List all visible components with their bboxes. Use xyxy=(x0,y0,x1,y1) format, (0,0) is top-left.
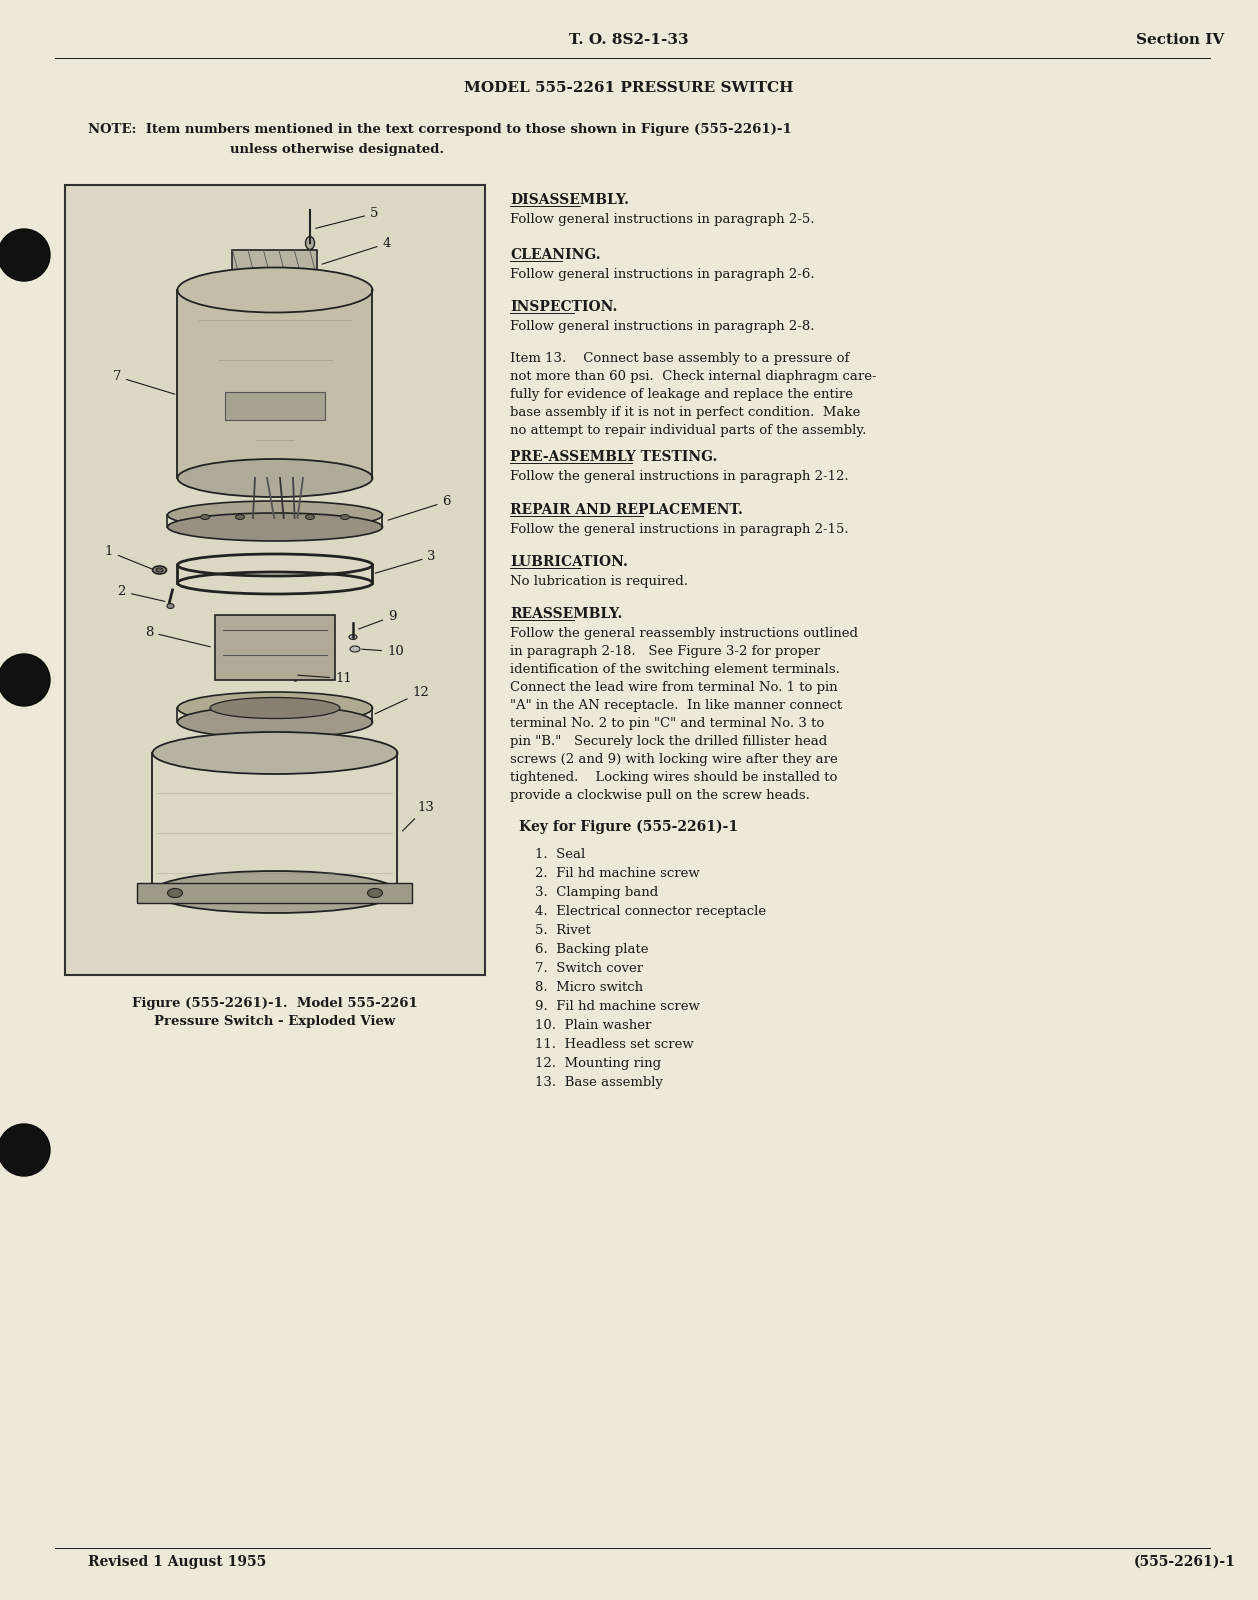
Text: Figure (555-2261)-1.  Model 555-2261: Figure (555-2261)-1. Model 555-2261 xyxy=(132,997,418,1010)
Text: REPAIR AND REPLACEMENT.: REPAIR AND REPLACEMENT. xyxy=(509,502,743,517)
Text: provide a clockwise pull on the screw heads.: provide a clockwise pull on the screw he… xyxy=(509,789,810,802)
Text: Revised 1 August 1955: Revised 1 August 1955 xyxy=(88,1555,267,1570)
Text: tightened.    Locking wires should be installed to: tightened. Locking wires should be insta… xyxy=(509,771,838,784)
Ellipse shape xyxy=(235,515,244,520)
Text: Follow general instructions in paragraph 2-5.: Follow general instructions in paragraph… xyxy=(509,213,814,226)
Text: 8: 8 xyxy=(145,626,210,646)
Text: 4.  Electrical connector receptacle: 4. Electrical connector receptacle xyxy=(535,906,766,918)
Text: 3: 3 xyxy=(375,550,437,573)
Circle shape xyxy=(0,654,50,706)
Text: 5: 5 xyxy=(316,206,379,229)
Ellipse shape xyxy=(177,267,372,312)
Text: unless otherwise designated.: unless otherwise designated. xyxy=(230,144,444,157)
Ellipse shape xyxy=(341,515,350,520)
Text: 6.  Backing plate: 6. Backing plate xyxy=(535,942,649,955)
Ellipse shape xyxy=(177,691,372,723)
Ellipse shape xyxy=(177,459,372,498)
Text: 9: 9 xyxy=(359,610,396,629)
Ellipse shape xyxy=(167,603,174,608)
Text: 6: 6 xyxy=(389,494,452,520)
Circle shape xyxy=(0,229,50,282)
Text: 12.  Mounting ring: 12. Mounting ring xyxy=(535,1058,662,1070)
Text: 5.  Rivet: 5. Rivet xyxy=(535,925,591,938)
Text: 10: 10 xyxy=(362,645,404,658)
Ellipse shape xyxy=(156,568,164,573)
Text: Connect the lead wire from terminal No. 1 to pin: Connect the lead wire from terminal No. … xyxy=(509,682,838,694)
Bar xyxy=(65,186,486,974)
Text: 3.  Clamping band: 3. Clamping band xyxy=(535,886,658,899)
Ellipse shape xyxy=(152,733,398,774)
Ellipse shape xyxy=(306,515,314,520)
Text: 1.  Seal: 1. Seal xyxy=(535,848,585,861)
Text: not more than 60 psi.  Check internal diaphragm care-: not more than 60 psi. Check internal dia… xyxy=(509,370,877,382)
Text: No lubrication is required.: No lubrication is required. xyxy=(509,574,688,587)
Ellipse shape xyxy=(152,870,398,914)
Ellipse shape xyxy=(348,635,357,640)
Text: base assembly if it is not in perfect condition.  Make: base assembly if it is not in perfect co… xyxy=(509,406,860,419)
Bar xyxy=(137,883,413,902)
Text: 13.  Base assembly: 13. Base assembly xyxy=(535,1075,663,1090)
Text: PRE-ASSEMBLY TESTING.: PRE-ASSEMBLY TESTING. xyxy=(509,450,717,464)
Text: 11: 11 xyxy=(298,672,352,685)
Text: Section IV: Section IV xyxy=(1136,34,1224,46)
Text: 12: 12 xyxy=(375,686,429,714)
Text: Follow general instructions in paragraph 2-6.: Follow general instructions in paragraph… xyxy=(509,267,815,282)
Ellipse shape xyxy=(167,888,182,898)
Ellipse shape xyxy=(152,566,166,574)
Ellipse shape xyxy=(210,698,340,718)
Text: no attempt to repair individual parts of the assembly.: no attempt to repair individual parts of… xyxy=(509,424,867,437)
Text: terminal No. 2 to pin "C" and terminal No. 3 to: terminal No. 2 to pin "C" and terminal N… xyxy=(509,717,824,730)
Text: 8.  Micro switch: 8. Micro switch xyxy=(535,981,643,994)
Text: (555-2261)-1: (555-2261)-1 xyxy=(1133,1555,1235,1570)
Bar xyxy=(233,250,317,280)
Bar xyxy=(215,614,335,680)
Text: 2.  Fil hd machine screw: 2. Fil hd machine screw xyxy=(535,867,699,880)
Bar xyxy=(177,290,372,478)
Text: 11.  Headless set screw: 11. Headless set screw xyxy=(535,1038,693,1051)
Text: Follow the general reassembly instructions outlined: Follow the general reassembly instructio… xyxy=(509,627,858,640)
Ellipse shape xyxy=(306,237,314,250)
Text: Key for Figure (555-2261)-1: Key for Figure (555-2261)-1 xyxy=(520,819,738,834)
Text: CLEANING.: CLEANING. xyxy=(509,248,600,262)
Text: 7.  Switch cover: 7. Switch cover xyxy=(535,962,643,974)
Text: 9.  Fil hd machine screw: 9. Fil hd machine screw xyxy=(535,1000,699,1013)
Ellipse shape xyxy=(167,501,382,530)
Text: "A" in the AN receptacle.  In like manner connect: "A" in the AN receptacle. In like manner… xyxy=(509,699,842,712)
Text: identification of the switching element terminals.: identification of the switching element … xyxy=(509,662,840,675)
Text: REASSEMBLY.: REASSEMBLY. xyxy=(509,606,623,621)
Text: NOTE:  Item numbers mentioned in the text correspond to those shown in Figure (5: NOTE: Item numbers mentioned in the text… xyxy=(88,123,791,136)
Text: Follow the general instructions in paragraph 2-15.: Follow the general instructions in parag… xyxy=(509,523,849,536)
Text: in paragraph 2-18.   See Figure 3-2 for proper: in paragraph 2-18. See Figure 3-2 for pr… xyxy=(509,645,820,658)
Ellipse shape xyxy=(367,888,382,898)
Text: 4: 4 xyxy=(322,237,391,264)
Text: pin "B."   Securely lock the drilled fillister head: pin "B." Securely lock the drilled filli… xyxy=(509,734,828,749)
Text: screws (2 and 9) with locking wire after they are: screws (2 and 9) with locking wire after… xyxy=(509,754,838,766)
Text: Item 13.    Connect base assembly to a pressure of: Item 13. Connect base assembly to a pres… xyxy=(509,352,849,365)
Text: DISASSEMBLY.: DISASSEMBLY. xyxy=(509,194,629,206)
Text: LUBRICATION.: LUBRICATION. xyxy=(509,555,628,570)
Circle shape xyxy=(0,1123,50,1176)
Text: Follow the general instructions in paragraph 2-12.: Follow the general instructions in parag… xyxy=(509,470,849,483)
Text: 7: 7 xyxy=(112,370,175,394)
Text: Pressure Switch - Exploded View: Pressure Switch - Exploded View xyxy=(155,1014,395,1029)
Ellipse shape xyxy=(200,515,210,520)
Ellipse shape xyxy=(177,706,372,738)
Text: Follow general instructions in paragraph 2-8.: Follow general instructions in paragraph… xyxy=(509,320,814,333)
Text: 10.  Plain washer: 10. Plain washer xyxy=(535,1019,652,1032)
Text: INSPECTION.: INSPECTION. xyxy=(509,301,618,314)
Text: MODEL 555-2261 PRESSURE SWITCH: MODEL 555-2261 PRESSURE SWITCH xyxy=(464,82,794,94)
Ellipse shape xyxy=(167,514,382,541)
Bar xyxy=(225,392,325,419)
Text: 2: 2 xyxy=(117,586,165,602)
Ellipse shape xyxy=(350,646,360,653)
Text: fully for evidence of leakage and replace the entire: fully for evidence of leakage and replac… xyxy=(509,387,853,402)
Text: 13: 13 xyxy=(403,802,434,830)
Text: 1: 1 xyxy=(104,546,152,570)
Text: T. O. 8S2-1-33: T. O. 8S2-1-33 xyxy=(569,34,689,46)
